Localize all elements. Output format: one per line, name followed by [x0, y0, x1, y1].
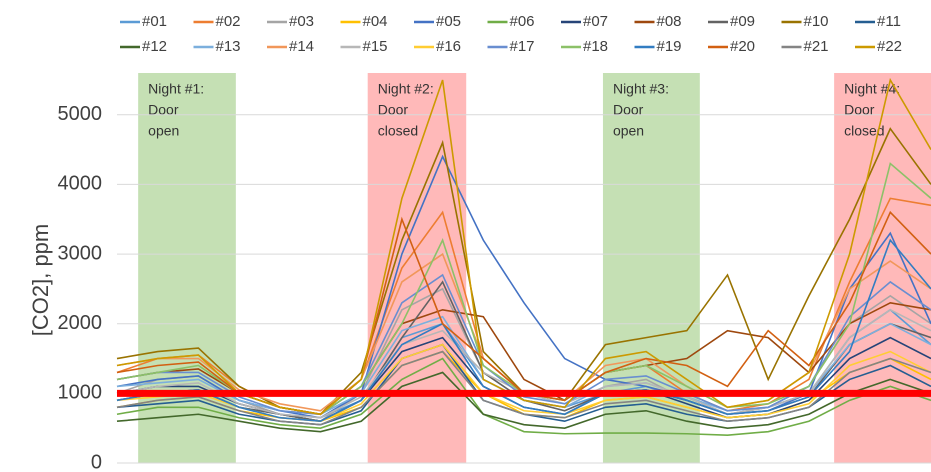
series-line: [116, 308, 931, 419]
legend-label: #10: [804, 13, 829, 30]
band-label: Night #3:: [613, 81, 669, 97]
legend-label: #11: [877, 13, 901, 30]
band-label: Night #2:: [378, 81, 434, 97]
legend-label: #13: [216, 38, 241, 55]
legend-label: #14: [289, 38, 314, 55]
legend-label: #12: [142, 38, 167, 55]
legend-label: #06: [510, 13, 535, 30]
y-tick-label: 4000: [58, 173, 103, 195]
band-label: Night #1:: [148, 81, 204, 97]
night-band: [834, 73, 931, 463]
series-line: [116, 197, 931, 416]
band-label: open: [148, 123, 179, 139]
band-label: Door: [378, 102, 409, 118]
legend-label: #07: [583, 13, 608, 30]
series-line: [116, 287, 931, 423]
y-axis-title: [CO2], ppm: [28, 224, 53, 336]
series-line: [116, 238, 931, 423]
y-tick-label: 5000: [58, 103, 103, 125]
legend-label: #03: [289, 13, 314, 30]
legend-label: #21: [804, 38, 829, 55]
band-label: open: [613, 123, 644, 139]
series-line: [116, 343, 931, 426]
series-line: [116, 343, 931, 423]
legend-label: #09: [730, 13, 755, 30]
y-tick-label: 0: [91, 451, 102, 472]
band-label: Door: [613, 102, 644, 118]
series-line: [116, 308, 931, 419]
band-label: Door: [844, 102, 875, 118]
legend-label: #22: [877, 38, 902, 55]
band-label: closed: [844, 123, 884, 139]
y-tick-label: 1000: [58, 382, 103, 404]
legend-label: #08: [657, 13, 682, 30]
y-tick-label: 3000: [58, 242, 103, 264]
series-line: [116, 77, 931, 416]
series-line: [116, 350, 931, 426]
series-line: [116, 210, 931, 416]
legend-label: #05: [436, 13, 461, 30]
legend-label: #19: [657, 38, 682, 55]
band-label: Night #4:: [844, 81, 900, 97]
legend-label: #02: [216, 13, 241, 30]
legend-label: #01: [142, 13, 167, 30]
band-label: Door: [148, 102, 179, 118]
legend-label: #20: [730, 38, 755, 55]
y-tick-label: 2000: [58, 312, 103, 334]
series-line: [116, 357, 931, 436]
band-label: closed: [378, 123, 418, 139]
legend-label: #18: [583, 38, 608, 55]
legend-label: #16: [436, 38, 461, 55]
legend-label: #17: [510, 38, 535, 55]
series-line: [116, 162, 931, 416]
series-line: [116, 371, 931, 433]
legend-label: #04: [363, 13, 388, 30]
legend-label: #15: [363, 38, 388, 55]
